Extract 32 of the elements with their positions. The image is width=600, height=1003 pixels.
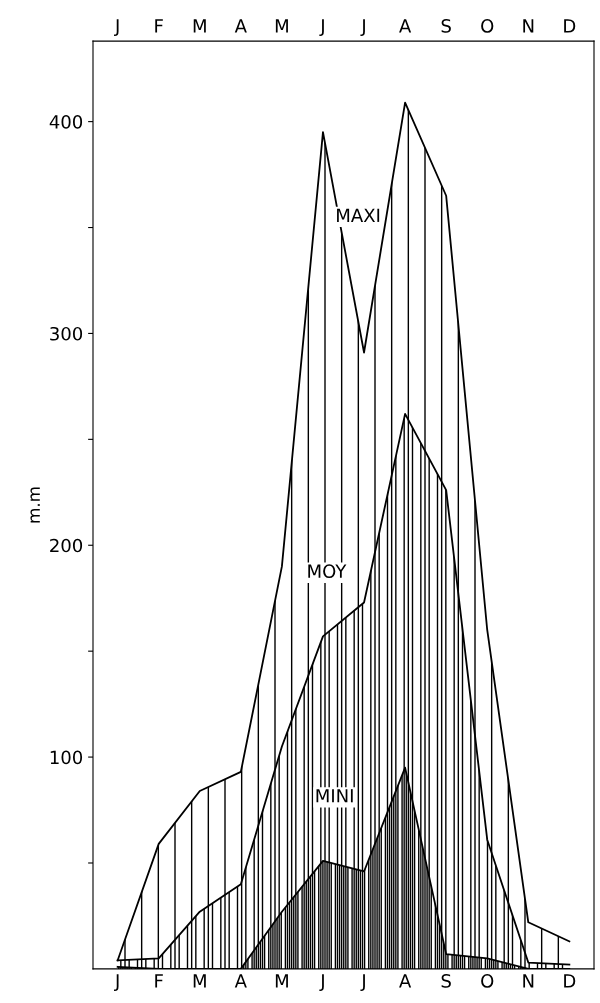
x-tick-label: N (523, 19, 534, 33)
category-label: J (114, 974, 119, 992)
category-label: O (481, 974, 494, 988)
category-label: A (234, 974, 247, 988)
category-label: J (319, 974, 324, 992)
series-label: MOY (308, 564, 347, 579)
x-tick-label: A (399, 19, 412, 33)
x-tick-label: J (319, 19, 324, 37)
category-label: S (441, 974, 451, 988)
series-label: MINI (316, 789, 353, 803)
x-tick-label: M (193, 19, 206, 33)
x-tick-label: J (360, 19, 365, 37)
y-tick-label: 100 (50, 750, 83, 765)
x-tick-label: D (564, 19, 576, 33)
series-label: MAXI (337, 208, 380, 222)
category-label: M (193, 974, 206, 988)
category-label: D (564, 974, 576, 988)
x-tick-label: O (481, 19, 494, 33)
y-tick-label: 300 (50, 326, 83, 341)
y-tick-label: 200 (50, 538, 83, 553)
x-tick-label: J (114, 19, 119, 37)
category-label: F (155, 974, 163, 988)
category-label: N (523, 974, 534, 988)
y-tick-label: 400 (49, 115, 83, 129)
x-tick-label: M (275, 19, 288, 33)
x-tick-label: F (155, 19, 163, 33)
category-label: A (399, 974, 412, 988)
category-label: M (275, 974, 288, 988)
x-tick-label: S (441, 19, 451, 33)
y-axis-title: m.m (30, 487, 40, 523)
x-tick-label: A (234, 19, 247, 33)
category-label: J (360, 974, 365, 992)
